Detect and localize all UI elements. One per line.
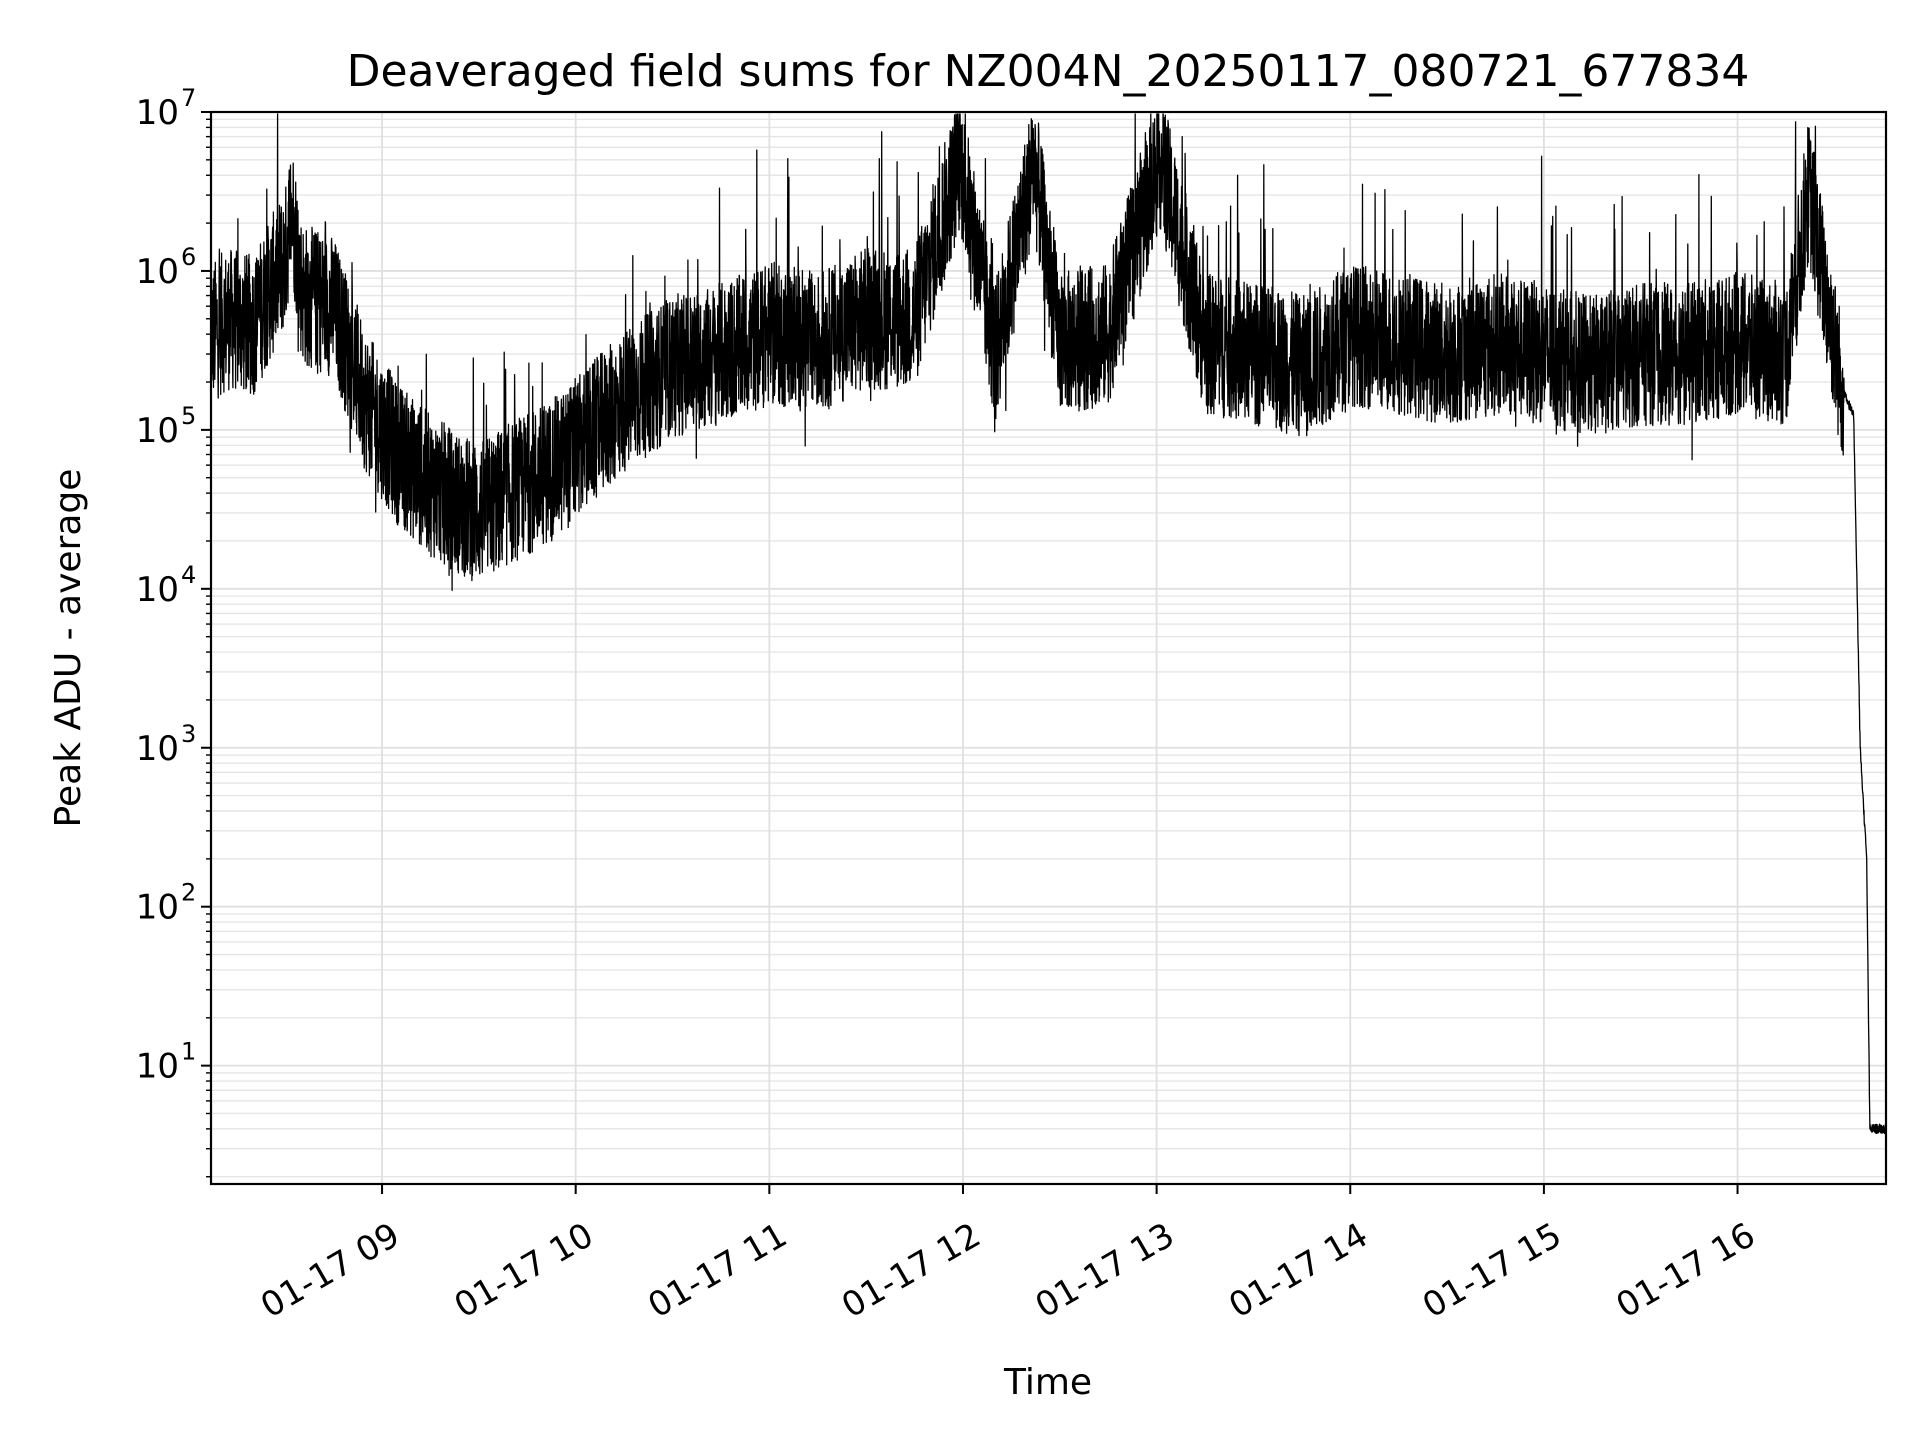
y-axis-label: Peak ADU - average (48, 469, 89, 828)
plot-frame (209, 110, 1888, 1186)
y-tick-label: 10 (136, 570, 179, 610)
y-tick-label: 10 (136, 1047, 179, 1087)
y-tick-exponent: 2 (181, 879, 196, 907)
y-tick-label: 10 (136, 888, 179, 928)
y-tick-exponent: 5 (181, 402, 196, 430)
chart-title: Deaveraged field sums for NZ004N_2025011… (347, 46, 1750, 97)
x-axis-label: Time (1003, 1362, 1092, 1403)
y-tick-label: 10 (136, 252, 179, 292)
y-tick-exponent: 7 (181, 84, 196, 112)
series-line (210, 113, 1887, 1135)
y-tick-label: 10 (136, 411, 179, 451)
y-tick-exponent: 6 (181, 243, 196, 271)
y-tick-exponent: 3 (181, 720, 196, 748)
y-tick-label: 10 (136, 93, 179, 133)
y-tick-exponent: 1 (181, 1038, 196, 1066)
y-tick-exponent: 4 (181, 561, 196, 589)
y-tick-label: 10 (136, 729, 179, 769)
